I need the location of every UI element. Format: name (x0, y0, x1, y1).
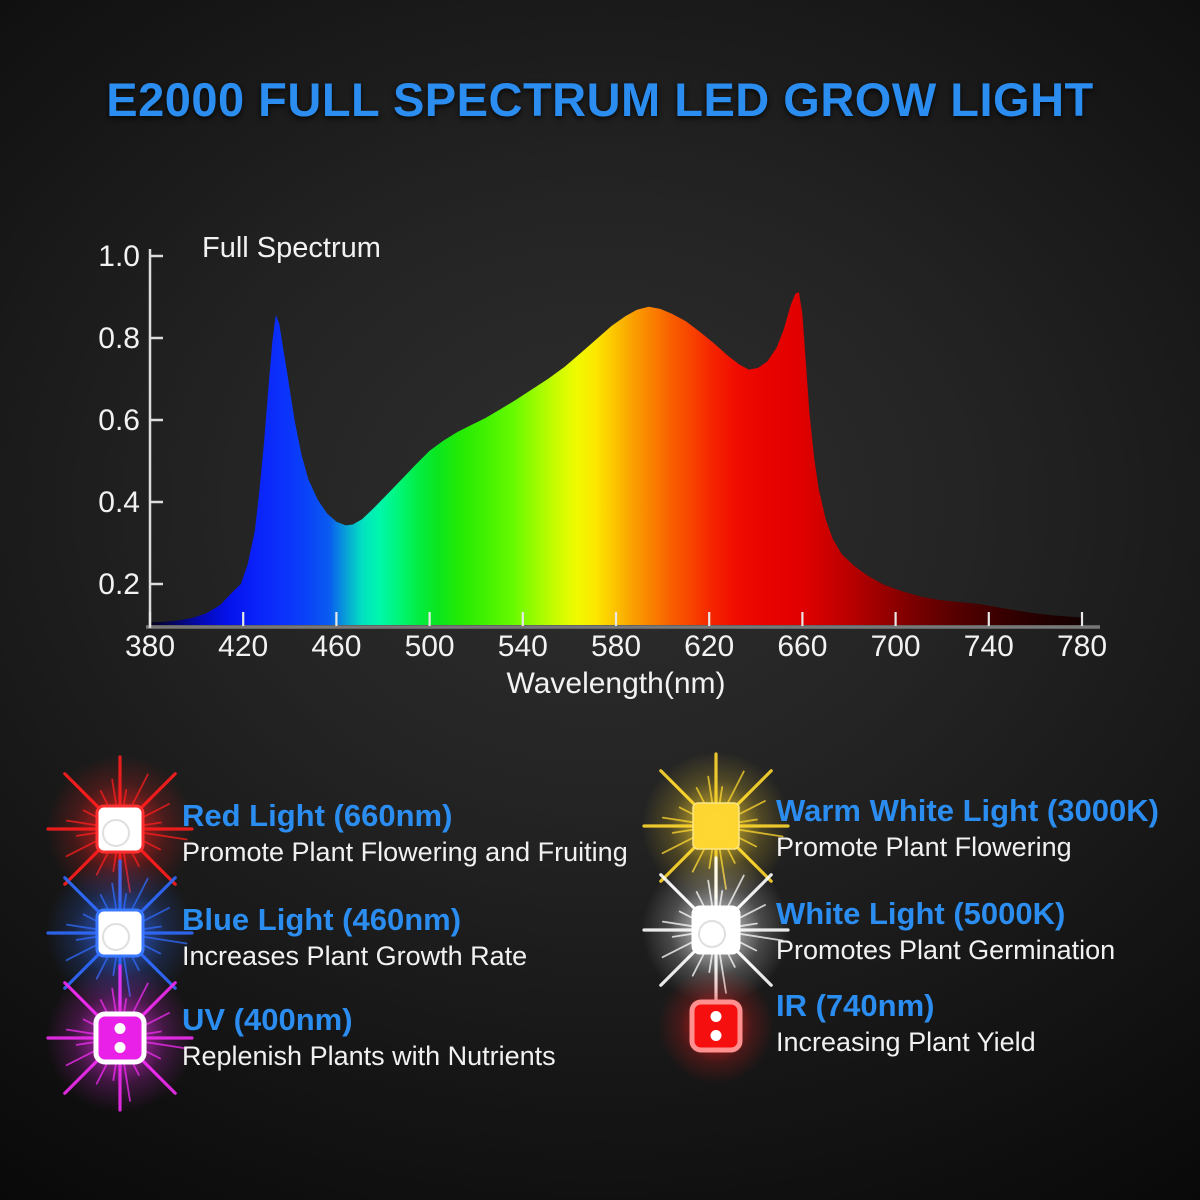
legend-item-white-light: White Light (5000K) Promotes Plant Germi… (776, 898, 1115, 964)
spectrum-area (150, 292, 1082, 625)
legend-item-uv: UV (400nm) Replenish Plants with Nutrien… (182, 1004, 556, 1070)
svg-text:740: 740 (964, 630, 1014, 663)
x-axis-label: Wavelength(nm) (507, 667, 726, 700)
legend-item-title: White Light (5000K) (776, 896, 1066, 931)
white-led-icon (636, 850, 796, 1010)
chart-title: Full Spectrum (202, 232, 381, 264)
legend-item-blue-light: Blue Light (460nm) Increases Plant Growt… (182, 904, 527, 970)
legend-item-desc: Increasing Plant Yield (776, 1027, 1036, 1057)
warm-white-led-icon (636, 746, 796, 906)
chart-axes (146, 249, 1100, 629)
legend-item-desc: Promote Plant Flowering (776, 832, 1072, 862)
legend-item-title: Blue Light (460nm) (182, 902, 462, 937)
svg-text:0.6: 0.6 (98, 404, 140, 437)
legend-item-warm-white: Warm White Light (3000K) Promote Plant F… (776, 795, 1159, 861)
legend-item-desc: Promotes Plant Germination (776, 935, 1116, 965)
svg-text:420: 420 (218, 630, 268, 663)
y-tick-labels: 1.0 0.8 0.6 0.4 0.2 (98, 240, 140, 601)
svg-text:0.2: 0.2 (98, 568, 140, 601)
legend-item-red-light: Red Light (660nm) Promote Plant Flowerin… (182, 800, 628, 866)
svg-text:540: 540 (498, 630, 548, 663)
legend-item-ir: IR (740nm) Increasing Plant Yield (776, 990, 1036, 1056)
svg-text:1.0: 1.0 (98, 240, 140, 273)
legend-item-title: IR (740nm) (776, 988, 935, 1023)
svg-text:500: 500 (405, 630, 455, 663)
x-tick-labels: 380 420 460 500 540 580 620 660 700 740 780 (125, 630, 1107, 663)
svg-text:380: 380 (125, 630, 175, 663)
legend-item-desc: Replenish Plants with Nutrients (182, 1041, 556, 1071)
svg-text:780: 780 (1057, 630, 1107, 663)
red-led-icon (40, 749, 200, 909)
legend-item-desc: Increases Plant Growth Rate (182, 941, 528, 971)
ir-led-icon (636, 946, 796, 1106)
legend-item-desc: Promote Plant Flowering and Fruiting (182, 837, 628, 867)
svg-text:580: 580 (591, 630, 641, 663)
svg-text:460: 460 (311, 630, 361, 663)
legend-item-title: UV (400nm) (182, 1002, 353, 1037)
uv-led-icon (40, 958, 200, 1118)
svg-text:0.8: 0.8 (98, 322, 140, 355)
svg-text:700: 700 (871, 630, 921, 663)
legend-item-title: Warm White Light (3000K) (776, 793, 1159, 828)
page-title: E2000 FULL SPECTRUM LED GROW LIGHT (106, 73, 1094, 126)
svg-text:660: 660 (777, 630, 827, 663)
legend-item-title: Red Light (660nm) (182, 798, 453, 833)
svg-text:0.4: 0.4 (98, 486, 140, 519)
svg-text:620: 620 (684, 630, 734, 663)
